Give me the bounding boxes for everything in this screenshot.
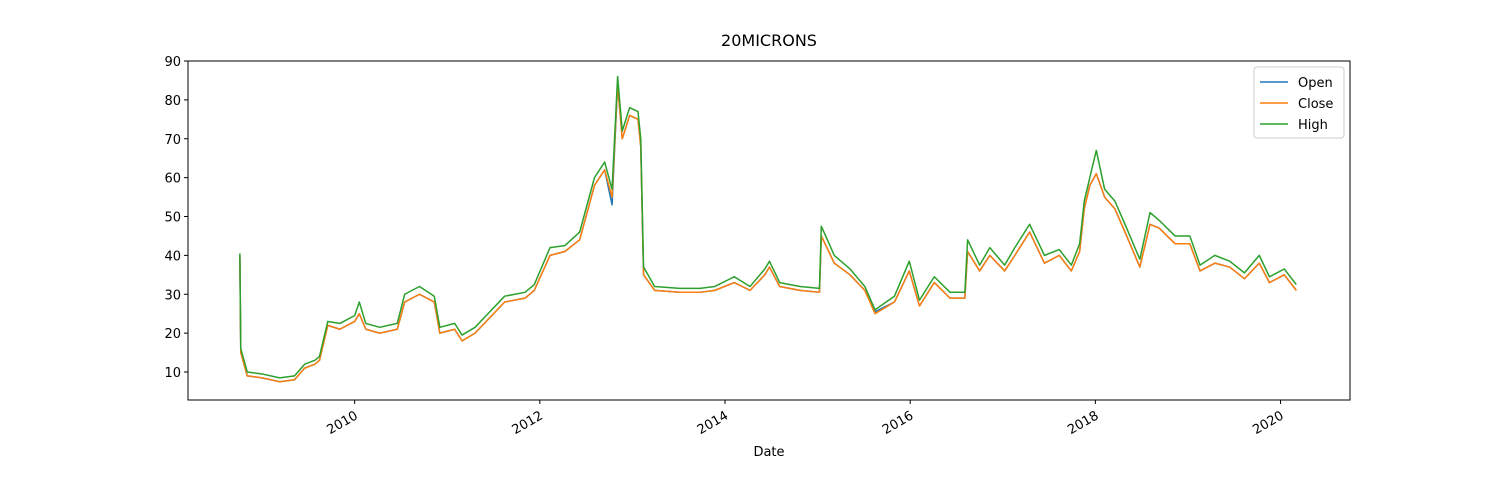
legend-label: Close [1298,97,1333,112]
y-tick-label: 60 [164,172,181,187]
y-tick-label: 70 [164,133,181,148]
series-line [239,83,1297,383]
x-tick-label: 2010 [325,408,361,438]
y-tick-label: 90 [164,55,181,70]
y-tick-label: 10 [164,366,181,381]
x-tick-label: 2014 [695,408,731,438]
x-tick-label: 2016 [880,408,916,438]
y-tick-label: 30 [164,288,181,303]
y-tick-label: 20 [164,327,181,342]
legend-label: High [1298,118,1328,133]
x-tick-label: 2020 [1250,408,1286,438]
plot-frame [187,60,1351,401]
series-line [239,83,1297,383]
y-tick-label: 80 [164,94,181,109]
y-tick-label: 40 [164,249,181,264]
x-axis-label: Date [753,445,784,460]
x-tick-label: 2012 [510,408,546,438]
x-tick-label: 2018 [1065,408,1101,438]
legend: Open Close High [1253,66,1345,139]
series-line [239,75,1297,379]
legend-box [1253,66,1345,139]
legend-label: Open [1298,76,1333,91]
chart-title: 20MICRONS [721,31,817,50]
y-tick-label: 50 [164,211,181,226]
